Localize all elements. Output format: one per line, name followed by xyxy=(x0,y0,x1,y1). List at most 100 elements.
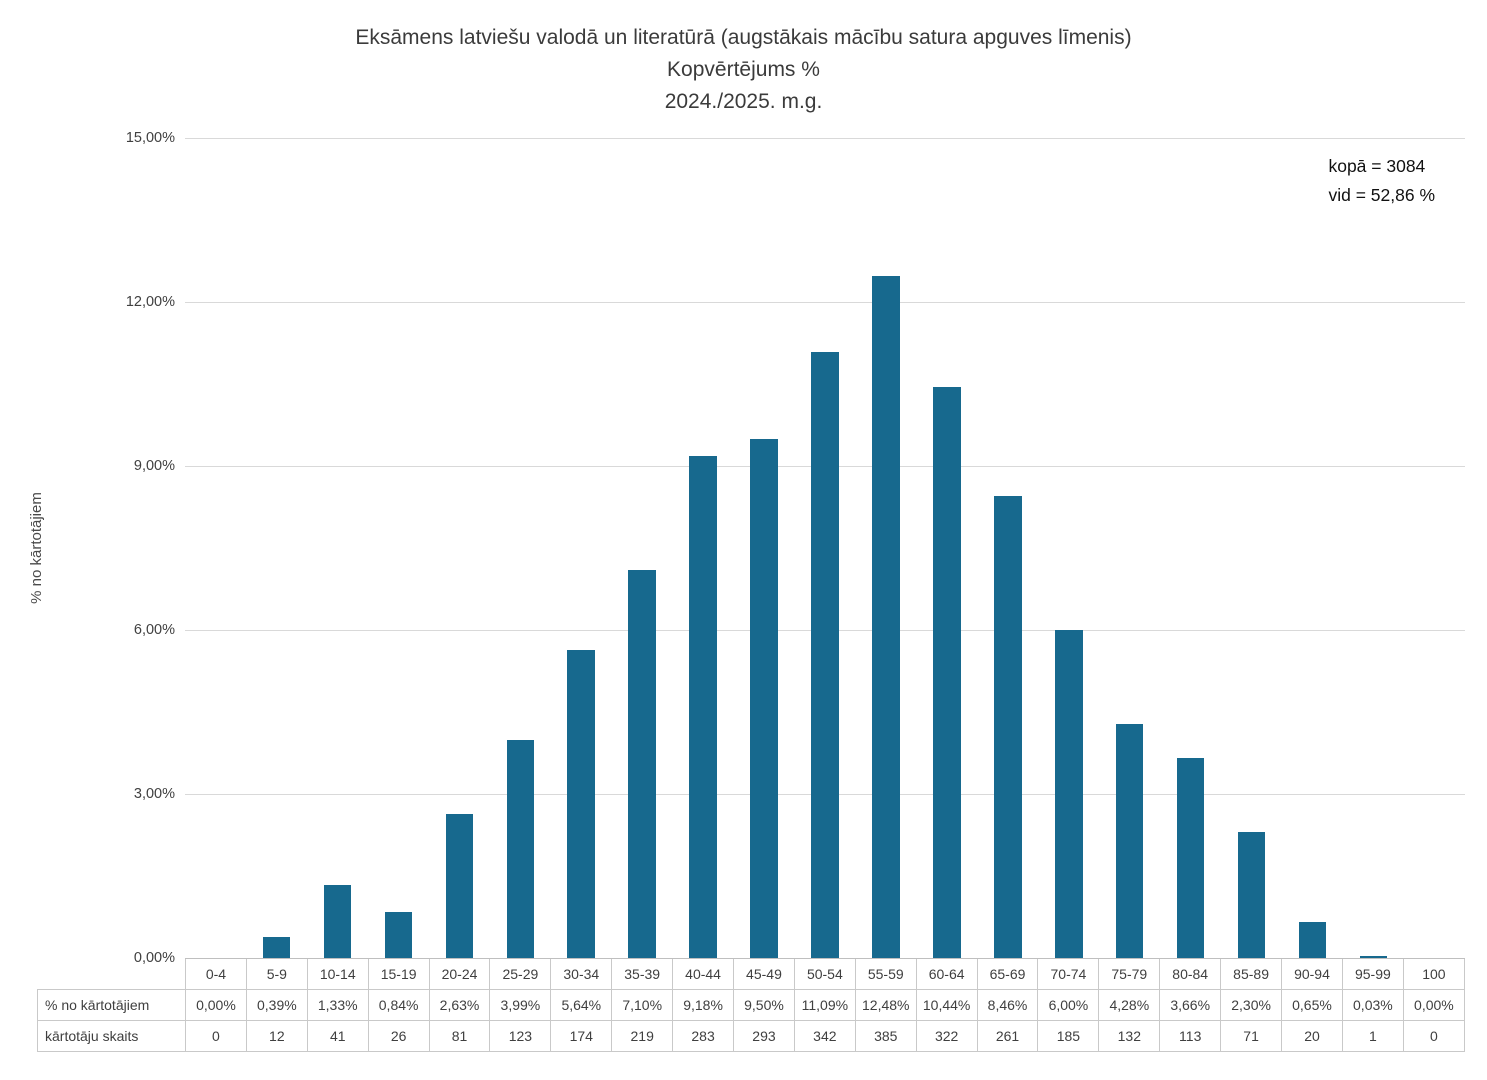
bar-35-39 xyxy=(628,569,656,958)
bar-slot xyxy=(855,138,916,958)
count-cell: 261 xyxy=(976,1020,1039,1052)
bar-slot xyxy=(673,138,734,958)
count-cell: 81 xyxy=(428,1020,491,1052)
bar-slot xyxy=(734,138,795,958)
y-tick-label: 6,00% xyxy=(133,622,175,638)
category-cell: 30-34 xyxy=(550,958,613,990)
count-cell: 174 xyxy=(550,1020,613,1052)
percent-cell: 0,39% xyxy=(245,989,308,1021)
category-cell: 80-84 xyxy=(1159,958,1222,990)
count-cell: 185 xyxy=(1037,1020,1100,1052)
count-cell: 132 xyxy=(1098,1020,1161,1052)
bar-slot xyxy=(1282,138,1343,958)
bar-slot xyxy=(551,138,612,958)
category-cell: 0-4 xyxy=(185,958,247,990)
percent-cell: 1,33% xyxy=(306,989,369,1021)
percent-cell: 9,50% xyxy=(733,989,795,1021)
gridline xyxy=(185,138,1465,139)
percent-cell: 3,99% xyxy=(489,989,552,1021)
category-cell: 65-69 xyxy=(976,958,1039,990)
category-cell: 25-29 xyxy=(489,958,552,990)
bar-5-9 xyxy=(262,936,291,958)
bar-10-14 xyxy=(323,885,352,958)
y-tick-label: 12,00% xyxy=(125,294,175,310)
y-tick-label: 3,00% xyxy=(133,786,175,802)
bar-50-54 xyxy=(811,351,839,958)
bar-80-84 xyxy=(1177,757,1205,958)
summary-annotation: kopā = 3084 vid = 52,86 % xyxy=(1328,152,1435,210)
percent-cell: 2,30% xyxy=(1220,989,1283,1021)
category-cell: 50-54 xyxy=(793,958,856,990)
bar-slot xyxy=(1221,138,1282,958)
count-row-label: kārtotāju skaits xyxy=(37,1020,186,1052)
plot-area: 15,00% 12,00% 9,00% 6,00% 3,00% 0,00% xyxy=(126,130,1465,966)
bar-slot xyxy=(307,138,368,958)
count-cell: 41 xyxy=(306,1020,369,1052)
bar-slot xyxy=(1099,138,1160,958)
category-cell: 45-49 xyxy=(733,958,795,990)
category-cell: 5-9 xyxy=(245,958,308,990)
count-cell: 283 xyxy=(672,1020,735,1052)
bar-40-44 xyxy=(689,456,717,958)
count-cell: 0 xyxy=(1402,1020,1466,1052)
percent-cell: 2,63% xyxy=(428,989,491,1021)
category-cell: 20-24 xyxy=(428,958,491,990)
bar-slot xyxy=(1038,138,1099,958)
total-count-label: kopā = 3084 xyxy=(1328,156,1426,176)
gridline xyxy=(185,302,1465,303)
percent-cell: 0,65% xyxy=(1281,989,1343,1021)
percent-cell: 3,66% xyxy=(1159,989,1222,1021)
bar-slot xyxy=(490,138,551,958)
category-cell: 60-64 xyxy=(915,958,978,990)
y-axis-title: % no kārtotājiem xyxy=(28,492,45,604)
bar-85-89 xyxy=(1237,832,1266,958)
mean-value-label: vid = 52,86 % xyxy=(1328,185,1435,205)
category-cell: 90-94 xyxy=(1281,958,1343,990)
count-cell: 1 xyxy=(1341,1020,1404,1052)
bar-slot xyxy=(246,138,307,958)
count-cell: 123 xyxy=(489,1020,552,1052)
percent-cell: 4,28% xyxy=(1098,989,1161,1021)
category-cell: 15-19 xyxy=(367,958,430,990)
count-cell: 20 xyxy=(1281,1020,1343,1052)
count-cell: 0 xyxy=(185,1020,247,1052)
percent-row: % no kārtotājiem 0,00% 0,39% 1,33% 0,84% 2,63… xyxy=(37,989,1466,1021)
category-cell: 75-79 xyxy=(1098,958,1161,990)
bar-slot xyxy=(368,138,429,958)
bar-30-34 xyxy=(567,649,595,958)
percent-cell: 6,00% xyxy=(1037,989,1100,1021)
percent-cell: 0,00% xyxy=(185,989,247,1021)
category-cell: 55-59 xyxy=(854,958,917,990)
y-tick-label: 15,00% xyxy=(125,130,175,146)
count-cell: 219 xyxy=(611,1020,674,1052)
percent-cell: 8,46% xyxy=(976,989,1039,1021)
chart-title-line1: Eksāmens latviešu valodā un literatūrā (… xyxy=(355,26,1132,49)
chart-title: Eksāmens latviešu valodā un literatūrā (… xyxy=(0,0,1487,118)
count-cell: 293 xyxy=(733,1020,795,1052)
count-cell: 322 xyxy=(915,1020,978,1052)
bar-65-69 xyxy=(994,495,1022,958)
bar-slot xyxy=(429,138,490,958)
y-tick-label: 0,00% xyxy=(133,950,175,966)
count-cell: 342 xyxy=(793,1020,856,1052)
bar-90-94 xyxy=(1298,922,1327,958)
bar-slot xyxy=(185,138,246,958)
bar-75-79 xyxy=(1116,724,1144,958)
count-row: kārtotāju skaits 0 12 41 26 81 123 174 219 283 293… xyxy=(37,1020,1466,1052)
chart-area: % no kārtotājiem 15,00% 12,00% 9,00% 6,00% 3… xyxy=(28,130,1466,1052)
bar-95-99 xyxy=(1359,956,1388,958)
count-cell: 26 xyxy=(367,1020,430,1052)
category-cell: 70-74 xyxy=(1037,958,1100,990)
category-cell: 85-89 xyxy=(1220,958,1283,990)
x-axis-line xyxy=(185,958,1465,959)
bar-slot xyxy=(977,138,1038,958)
chart-page: Eksāmens latviešu valodā un literatūrā (… xyxy=(0,0,1487,1052)
percent-cell: 7,10% xyxy=(611,989,674,1021)
category-cell: 95-99 xyxy=(1341,958,1404,990)
percent-cell: 11,09% xyxy=(793,989,856,1021)
bars-container xyxy=(185,138,1465,958)
bar-slot xyxy=(795,138,856,958)
data-table-body: 0-4 5-9 10-14 15-19 20-24 25-29 30-34 35-39 40-4… xyxy=(37,958,1466,1052)
count-cell: 71 xyxy=(1220,1020,1283,1052)
bar-25-29 xyxy=(506,739,534,958)
